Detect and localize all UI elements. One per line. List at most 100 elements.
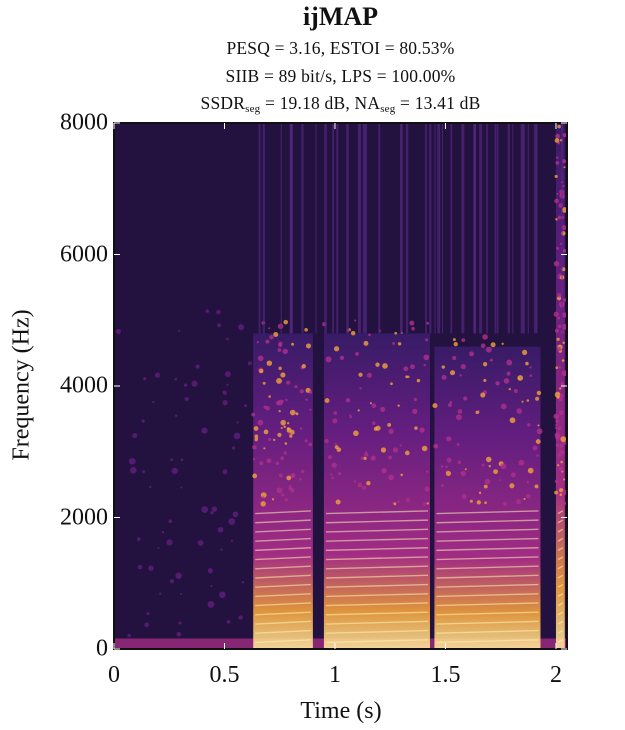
spectral-speckle	[445, 465, 448, 468]
x-tick-label: 1.5	[430, 662, 461, 688]
spectral-speckle	[522, 349, 528, 356]
spectral-speckle	[278, 409, 281, 413]
noise-speckle	[232, 446, 236, 450]
speech-segment	[253, 333, 313, 649]
spectral-speckle	[503, 378, 510, 384]
noise-speckle	[226, 383, 229, 386]
spectral-speckle	[563, 478, 566, 481]
y-tick-label: 4000	[60, 372, 108, 399]
harmonic-stripe	[325, 519, 429, 524]
spectral-speckle	[555, 443, 560, 447]
noise-speckle	[216, 323, 221, 328]
spectral-speckle	[280, 426, 283, 430]
harmonic-stripe	[436, 565, 539, 570]
na-label: = 19.18 dB, NA	[260, 93, 381, 113]
spectral-speckle	[262, 381, 266, 385]
spectral-speckle	[304, 328, 308, 332]
y-tick-label: 6000	[60, 241, 108, 267]
spectral-speckle	[506, 359, 513, 366]
spectral-speckle	[299, 389, 304, 394]
harmonic-stripe	[255, 510, 311, 515]
spectral-speckle	[257, 355, 264, 362]
harmonic-stripe	[557, 602, 564, 607]
na-subscript: seg	[380, 103, 396, 115]
spectral-speckle	[360, 456, 364, 460]
spectral-speckle	[463, 396, 468, 401]
spectral-speckle	[387, 422, 392, 427]
spectral-speckle	[482, 362, 488, 367]
spectral-speckle	[478, 491, 482, 495]
spectral-speckle	[554, 426, 558, 429]
spectral-speckle	[335, 499, 341, 505]
spectral-speckle	[556, 296, 562, 301]
harmonic-stripe	[436, 574, 539, 579]
spectral-speckle	[557, 124, 561, 129]
spectral-speckle	[425, 338, 429, 342]
spectral-speckle	[500, 403, 507, 410]
noise-speckle	[127, 633, 131, 638]
noise-speckle	[176, 631, 182, 637]
spectral-speckle	[555, 366, 559, 370]
harmonic-stripe	[325, 537, 429, 542]
harmonic-stripe	[436, 629, 539, 634]
spectral-speckle	[488, 464, 491, 468]
spectral-speckle	[327, 455, 332, 460]
harmonic-stripe	[436, 528, 539, 533]
spectral-speckle	[350, 330, 356, 336]
harmonic-stripe	[325, 528, 429, 533]
harmonic-stripe	[325, 565, 429, 570]
spectral-speckle	[476, 500, 481, 505]
spectral-speckle	[464, 468, 467, 471]
spectral-speckle	[413, 397, 417, 402]
harmonic-stripe	[255, 583, 311, 588]
noise-speckle	[183, 383, 188, 387]
spectral-speckle	[309, 408, 312, 411]
spectrogram-marks	[114, 123, 567, 649]
spectral-speckle	[375, 362, 380, 367]
spectral-speckle	[289, 434, 293, 438]
spectral-speckle	[537, 424, 540, 427]
spectral-speckle	[331, 462, 337, 468]
spectral-speckle	[262, 496, 265, 499]
spectral-speckle	[278, 473, 283, 478]
spectral-speckle	[286, 380, 291, 385]
spectral-speckle	[503, 501, 507, 506]
spectral-speckle	[345, 398, 351, 403]
x-tick-label: 0.5	[209, 662, 240, 688]
spectral-speckle	[259, 461, 264, 466]
spectral-speckle	[357, 482, 363, 488]
spectral-speckle	[253, 426, 259, 431]
spectral-speckle	[554, 432, 561, 438]
noise-speckle	[152, 400, 155, 404]
spectral-speckle	[535, 439, 541, 445]
spectral-speckle	[481, 463, 485, 467]
spectral-speckle	[447, 402, 453, 408]
spectral-speckle	[325, 356, 332, 363]
spectral-speckle	[273, 332, 279, 338]
spectral-speckle	[561, 312, 567, 318]
spectral-speckle	[286, 421, 290, 425]
chart-title: ijMAP	[302, 2, 379, 31]
spectral-speckle	[358, 372, 363, 377]
noise-speckle	[222, 390, 227, 395]
spectral-speckle	[333, 411, 338, 415]
spectral-speckle	[405, 497, 410, 502]
spectral-speckle	[452, 338, 456, 342]
spectral-speckle	[501, 342, 504, 345]
spectral-speckle	[480, 392, 486, 398]
spectral-speckle	[410, 364, 415, 370]
noise-speckle	[136, 537, 141, 541]
noise-speckle	[137, 564, 143, 570]
spectral-speckle	[338, 471, 342, 476]
spectral-speckle	[357, 409, 360, 412]
spectral-speckle	[484, 478, 491, 485]
spectral-speckle	[252, 445, 257, 450]
ssdr-subscript: seg	[245, 103, 261, 115]
harmonic-stripe	[557, 583, 564, 588]
noise-speckle	[141, 419, 145, 423]
harmonic-stripe	[436, 519, 539, 524]
spectral-speckle	[558, 466, 564, 472]
spectral-speckle	[482, 334, 488, 340]
noise-speckle	[241, 581, 245, 584]
